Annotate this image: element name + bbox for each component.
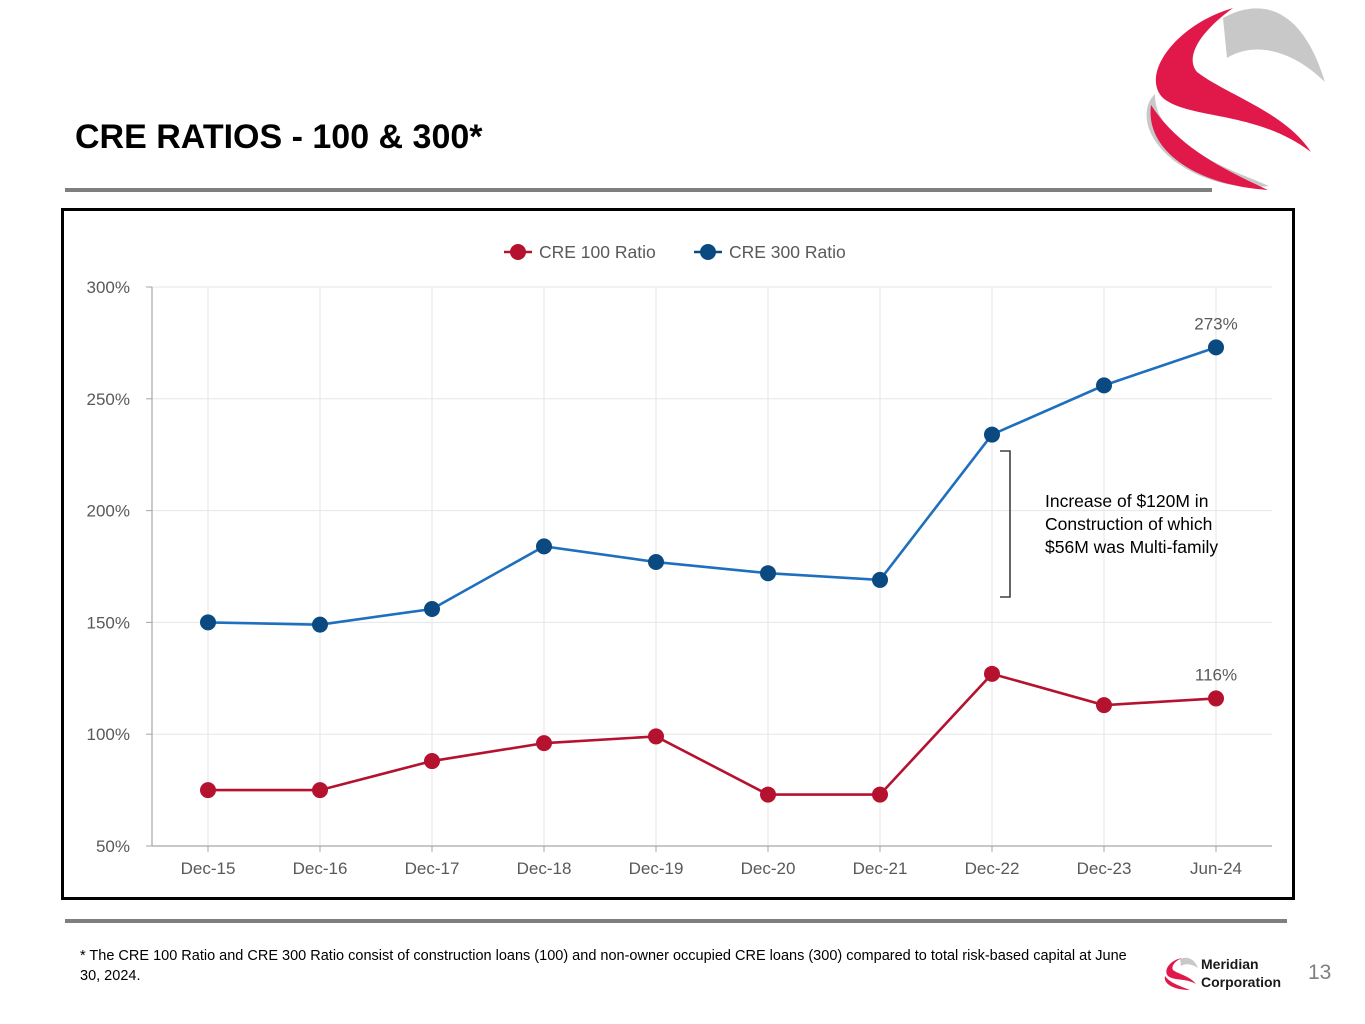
data-point-cre100 (872, 786, 888, 803)
y-tick-label: 200% (87, 502, 130, 521)
x-tick-label: Dec-15 (181, 859, 236, 878)
data-point-cre100 (1208, 690, 1224, 707)
meridian-small-logo-icon (1164, 957, 1198, 990)
data-point-cre300 (312, 616, 328, 633)
data-point-cre300 (984, 426, 1000, 443)
title-divider (65, 188, 1212, 192)
annotation-text: Construction of which (1045, 514, 1212, 534)
legend-marker (700, 244, 716, 260)
legend-label: CRE 100 Ratio (539, 242, 656, 262)
data-label: 273% (1194, 314, 1237, 333)
page-number: 13 (1308, 961, 1332, 984)
series-line-cre100 (208, 672, 1217, 796)
x-tick-label: Dec-17 (405, 859, 460, 878)
line-chart: 50% 100% 150% 200% 250% 300% Dec-15 Dec-16 Dec-1… (87, 242, 1272, 878)
x-tick-label: Dec-18 (517, 859, 572, 878)
page-title: CRE RATIOS - 100 & 300* (75, 118, 483, 156)
data-point-cre100 (312, 782, 328, 799)
data-point-cre300 (1208, 339, 1224, 356)
data-point-cre100 (1096, 697, 1112, 714)
annotation-text: Increase of $120M in (1045, 491, 1208, 511)
x-tick-label: Dec-19 (629, 859, 684, 878)
x-tick-label: Dec-22 (965, 859, 1020, 878)
brand-name-line2: Corporation (1201, 974, 1282, 990)
legend-label: CRE 300 Ratio (729, 242, 846, 262)
data-point-cre100 (200, 782, 216, 799)
meridian-logo-icon (1146, 8, 1325, 190)
footer-divider (65, 919, 1287, 923)
legend-marker (510, 244, 526, 260)
brand-name: Meridian Corporation (1201, 955, 1311, 991)
series-line-cre300 (207, 346, 1217, 626)
data-point-cre100 (984, 665, 1000, 682)
data-point-cre300 (200, 614, 216, 631)
x-tick-label: Dec-23 (1077, 859, 1132, 878)
data-point-cre300 (872, 571, 888, 588)
annotation-text: $56M was Multi-family (1045, 537, 1218, 557)
y-tick-label: 250% (87, 390, 130, 409)
data-point-cre100 (760, 786, 776, 803)
y-tick-label: 100% (87, 725, 130, 744)
data-point-cre300 (1096, 377, 1112, 394)
data-point-cre300 (760, 565, 776, 582)
chart-frame: 50% 100% 150% 200% 250% 300% Dec-15 Dec-16 Dec-1… (61, 208, 1295, 900)
data-point-cre100 (424, 753, 440, 770)
annotation-bracket (1000, 450, 1011, 598)
x-tick-label: Dec-21 (853, 859, 908, 878)
brand-name-line1: Meridian (1201, 956, 1259, 972)
y-tick-label: 50% (96, 837, 130, 856)
y-tick-label: 150% (87, 613, 130, 632)
data-point-cre100 (536, 735, 552, 752)
data-point-cre300 (424, 600, 440, 617)
y-tick-label: 300% (87, 278, 130, 297)
footnote: * The CRE 100 Ratio and CRE 300 Ratio co… (80, 948, 1127, 984)
x-tick-label: Jun-24 (1190, 859, 1242, 878)
x-tick-label: Dec-16 (293, 859, 348, 878)
x-tick-label: Dec-20 (741, 859, 796, 878)
data-point-cre300 (536, 538, 552, 555)
data-point-cre100 (648, 728, 664, 745)
data-point-cre300 (648, 554, 664, 571)
data-label: 116% (1195, 665, 1237, 684)
